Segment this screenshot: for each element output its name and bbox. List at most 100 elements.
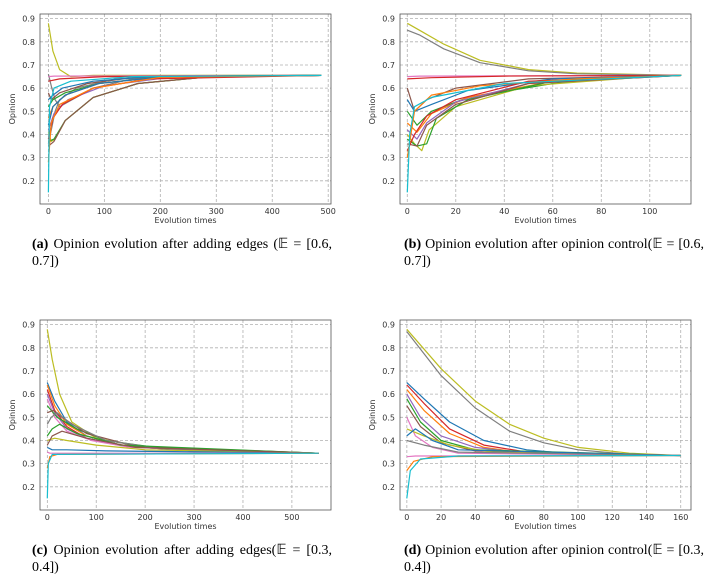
x-tick-label: 100 xyxy=(97,207,112,216)
x-tick-label: 400 xyxy=(265,207,280,216)
plot-frame xyxy=(39,319,332,511)
series-line xyxy=(47,446,319,454)
y-tick-label: 0.6 xyxy=(382,84,395,93)
y-tick-label: 0.3 xyxy=(22,154,35,163)
x-tick-label: 0 xyxy=(45,513,50,522)
chart-a-svg: 0 100 200 300 400 500 0.2 0.3 0.4 0.5 0.6 0.7 0.8 0.9… xyxy=(8,13,336,225)
plot-frame xyxy=(39,13,332,205)
caption-b-label: (b) xyxy=(404,237,422,252)
x-tick-label: 100 xyxy=(570,513,585,522)
y-tick-label: 0.5 xyxy=(22,107,35,116)
x-tick-label: 60 xyxy=(504,513,514,522)
y-tick-label: 0.8 xyxy=(382,344,395,353)
y-tick-label: 0.4 xyxy=(382,130,395,139)
x-tick-label: 400 xyxy=(235,513,250,522)
x-tick-label: 100 xyxy=(642,207,657,216)
caption-b: (b) Opinion evolution after opinion cont… xyxy=(404,236,704,270)
series-line xyxy=(407,74,682,147)
series-line xyxy=(47,74,322,163)
series-line xyxy=(46,423,319,454)
y-axis-label: Opinion xyxy=(368,400,377,431)
y-tick-label: 0.6 xyxy=(22,84,35,93)
y-tick-label: 0.7 xyxy=(22,367,35,376)
y-tick-label: 0.2 xyxy=(382,483,395,492)
y-tick-label: 0.7 xyxy=(22,61,35,70)
caption-d-label: (d) xyxy=(404,543,422,558)
caption-a-text: Opinion evolution after adding edges (𝔼 … xyxy=(32,237,333,269)
x-tick-label: 0 xyxy=(46,207,51,216)
x-tick-label: 80 xyxy=(539,513,549,522)
y-tick-label: 0.3 xyxy=(22,460,35,469)
x-tick-label: 200 xyxy=(138,513,153,522)
y-tick-label: 0.7 xyxy=(382,61,395,70)
plot-frame xyxy=(399,319,692,511)
y-tick-label: 0.4 xyxy=(382,436,395,445)
x-tick-label: 140 xyxy=(639,513,654,522)
x-tick-label: 20 xyxy=(451,207,461,216)
x-tick-label: 0 xyxy=(404,513,409,522)
caption-a: (a) Opinion evolution after adding edges… xyxy=(32,236,332,270)
series-line xyxy=(407,22,682,76)
y-tick-label: 0.9 xyxy=(382,321,395,330)
series-line xyxy=(407,29,682,76)
chart-panel-b: 0 20 40 60 80 100 0.2 0.3 0.4 0.5 0.6 0.7 0.8 0.9 Evol… xyxy=(360,0,712,232)
series-line xyxy=(407,74,682,80)
x-tick-label: 500 xyxy=(321,207,336,216)
x-axis-label: Evolution times xyxy=(154,216,216,225)
x-tick-label: 120 xyxy=(605,513,620,522)
chart-c-svg: 0 100 200 300 400 500 0.2 0.3 0.4 0.5 0.6 0.7 0.8 0.9… xyxy=(8,319,332,531)
x-axis-label: Evolution times xyxy=(514,522,576,531)
y-tick-label: 0.3 xyxy=(382,154,395,163)
caption-c-text: Opinion evolution after adding edges(𝔼 =… xyxy=(32,543,333,575)
y-tick-label: 0.5 xyxy=(382,413,395,422)
y-tick-label: 0.2 xyxy=(382,177,395,186)
y-tick-label: 0.6 xyxy=(382,390,395,399)
x-tick-label: 100 xyxy=(89,513,104,522)
series-line xyxy=(47,437,319,454)
series-line xyxy=(46,430,319,454)
chart-panel-c: 0 100 200 300 400 500 0.2 0.3 0.4 0.5 0.6 0.7 0.8 0.9… xyxy=(0,306,352,538)
x-tick-label: 200 xyxy=(153,207,168,216)
plot-area xyxy=(400,14,691,204)
x-tick-label: 80 xyxy=(596,207,606,216)
x-tick-label: 20 xyxy=(436,513,446,522)
x-tick-label: 0 xyxy=(405,207,410,216)
x-axis-label: Evolution times xyxy=(154,522,216,531)
chart-panel-d: 0 20 40 60 80 100 120 140 160 0.2 0.3 0.4 0.5 0.6 0.7 0… xyxy=(360,306,712,538)
y-tick-label: 0.9 xyxy=(22,15,35,24)
y-tick-label: 0.3 xyxy=(382,460,395,469)
x-tick-label: 300 xyxy=(209,207,224,216)
x-tick-label: 40 xyxy=(499,207,509,216)
y-tick-label: 0.8 xyxy=(382,38,395,47)
x-tick-label: 160 xyxy=(673,513,688,522)
caption-d: (d) Opinion evolution after opinion cont… xyxy=(404,542,704,576)
plot-area xyxy=(400,320,691,510)
chart-panel-a: 0 100 200 300 400 500 0.2 0.3 0.4 0.5 0.6 0.7 0.8 0.9… xyxy=(0,0,352,232)
y-tick-label: 0.8 xyxy=(22,344,35,353)
y-tick-label: 0.2 xyxy=(22,483,35,492)
x-tick-label: 40 xyxy=(470,513,480,522)
y-tick-label: 0.6 xyxy=(22,390,35,399)
plot-frame xyxy=(399,13,692,205)
x-axis-label: Evolution times xyxy=(514,216,576,225)
series-line xyxy=(47,74,322,193)
series-line xyxy=(406,428,681,457)
series-line xyxy=(46,452,319,499)
series-line xyxy=(406,454,681,499)
y-tick-label: 0.8 xyxy=(22,38,35,47)
caption-c-label: (c) xyxy=(32,543,48,558)
y-axis-label: Opinion xyxy=(8,94,17,125)
y-axis-label: Opinion xyxy=(8,400,17,431)
caption-a-label: (a) xyxy=(32,237,49,252)
series-line xyxy=(406,74,682,193)
series-line xyxy=(406,74,682,158)
y-tick-label: 0.5 xyxy=(382,107,395,116)
x-tick-label: 500 xyxy=(284,513,299,522)
plot-area xyxy=(40,14,331,204)
x-tick-label: 300 xyxy=(186,513,201,522)
y-tick-label: 0.4 xyxy=(22,436,35,445)
series-line xyxy=(406,328,681,457)
x-tick-label: 60 xyxy=(548,207,558,216)
caption-b-text: Opinion evolution after opinion control(… xyxy=(404,237,705,269)
series-line xyxy=(406,74,682,112)
